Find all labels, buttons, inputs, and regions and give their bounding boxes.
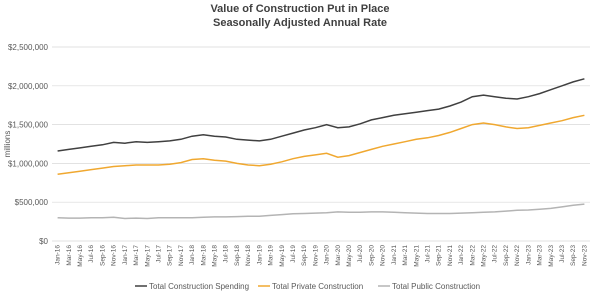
- legend-label: Total Public Construction: [392, 282, 480, 291]
- x-tick-label: May-22: [481, 245, 488, 267]
- chart-subtitle: Seasonally Adjusted Annual Rate: [213, 17, 387, 29]
- y-tick-label: $2,000,000: [8, 82, 49, 91]
- x-tick-label: May-23: [548, 245, 555, 267]
- x-tick-label: Nov-16: [111, 245, 118, 266]
- x-tick-label: Mar-17: [133, 245, 140, 266]
- x-tick-label: Mar-19: [268, 245, 275, 266]
- x-tick-label: Sep-22: [503, 245, 510, 266]
- legend-label: Total Private Construction: [272, 282, 363, 291]
- x-tick-label: Nov-17: [178, 245, 185, 266]
- x-tick-label: Jan-23: [525, 245, 532, 265]
- x-tick-label: Nov-18: [245, 245, 252, 266]
- series-line: [57, 78, 585, 152]
- x-tick-label: Jul-18: [223, 245, 230, 263]
- x-tick-label: Jul-22: [492, 245, 499, 263]
- x-tick-label: Jul-17: [155, 245, 162, 263]
- x-tick-label: Mar-23: [537, 245, 544, 266]
- x-tick-label: Sep-23: [570, 245, 577, 266]
- series-line: [57, 203, 585, 220]
- x-tick-label: Jan-21: [391, 245, 398, 265]
- x-tick-label: Mar-18: [200, 245, 207, 266]
- x-tick-label: May-18: [212, 245, 219, 267]
- y-axis-label: millions: [3, 131, 12, 158]
- x-tick-label: Jul-19: [290, 245, 297, 263]
- x-tick-label: Sep-16: [99, 245, 106, 266]
- x-tick-label: Jul-20: [357, 245, 364, 263]
- y-tick-label: $1,000,000: [8, 159, 49, 168]
- x-tick-label: Mar-22: [469, 245, 476, 266]
- x-tick-label: Jul-16: [88, 245, 95, 263]
- y-tick-label: $0: [39, 237, 48, 246]
- y-tick-label: $500,000: [15, 198, 49, 207]
- legend-label: Total Construction Spending: [149, 282, 249, 291]
- x-tick-label: Mar-21: [402, 245, 409, 266]
- x-tick-label: Mar-16: [66, 245, 73, 266]
- x-tick-label: May-19: [279, 245, 286, 267]
- x-tick-label: Sep-17: [167, 245, 174, 266]
- x-tick-label: Sep-21: [436, 245, 443, 266]
- x-tick-label: Jan-19: [256, 245, 263, 265]
- x-tick-label: Nov-19: [312, 245, 319, 266]
- y-tick-label: $2,500,000: [8, 43, 49, 52]
- x-tick-label: Sep-18: [234, 245, 241, 266]
- x-tick-label: Jan-17: [122, 245, 129, 265]
- x-tick-label: May-17: [144, 245, 151, 267]
- x-tick-label: Nov-20: [380, 245, 387, 266]
- chart-title: Value of Construction Put in Place: [210, 3, 389, 15]
- x-tick-label: Nov-23: [581, 245, 588, 266]
- y-tick-label: $1,500,000: [8, 121, 49, 130]
- x-tick-label: Jul-23: [559, 245, 566, 263]
- x-tick-label: Sep-20: [368, 245, 375, 266]
- x-tick-label: Jan-22: [458, 245, 465, 265]
- x-tick-label: May-20: [346, 245, 353, 267]
- x-tick-label: Jan-18: [189, 245, 196, 265]
- x-tick-label: Sep-19: [301, 245, 308, 266]
- x-tick-label: Nov-22: [514, 245, 521, 266]
- x-tick-label: Mar-20: [335, 245, 342, 266]
- x-tick-label: May-21: [413, 245, 420, 267]
- x-tick-label: Jul-21: [424, 245, 431, 263]
- x-tick-label: Jan-16: [55, 245, 62, 265]
- x-tick-label: May-16: [77, 245, 84, 267]
- x-tick-label: Nov-21: [447, 245, 454, 266]
- series-line: [57, 114, 585, 176]
- x-tick-label: Jan-20: [324, 245, 331, 265]
